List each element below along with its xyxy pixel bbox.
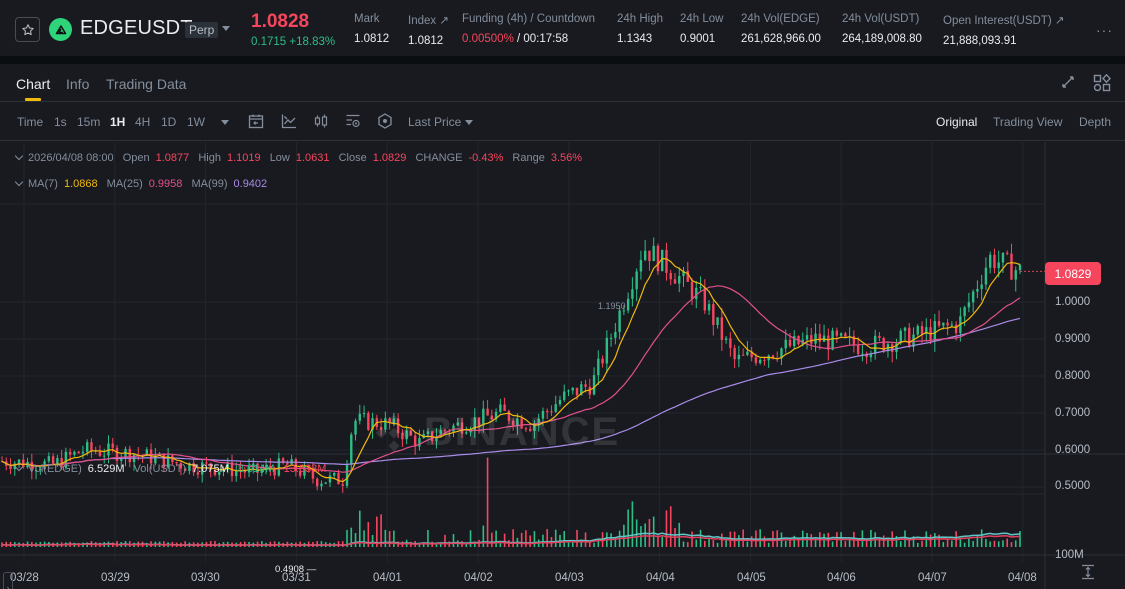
volume-axis-label: 100M [1055,549,1084,561]
chart-canvas[interactable] [0,142,1125,589]
tab-trading-data[interactable]: Trading Data [106,76,187,92]
collapse-chevron-icon[interactable] [14,177,24,187]
funding-rate: 0.00500% [462,33,514,45]
stat-label: Mark [354,13,380,25]
stat-label: 24h High [617,13,664,25]
settings-list-icon[interactable] [345,113,363,131]
stat-index[interactable]: Index ↗ 1.0812 [408,13,449,47]
active-tab-indicator [25,98,41,101]
stat-value: 0.9001 [680,33,716,45]
y-axis-label: 1.0000 [1055,296,1091,308]
stat-label: 24h Low [680,13,724,25]
ma-legend: MA(7) 1.0868 MA(25) 0.9958 MA(99) 0.9402 [14,177,273,190]
stat-value: 1.0812 [408,35,444,47]
stat-label: Index ↗ [408,15,449,27]
star-icon [21,23,34,35]
tab-info[interactable]: Info [66,76,90,92]
stat-value: 261,628,966.00 [741,33,821,45]
binance-logo-icon [375,414,413,451]
chart-panel: Chart Info Trading Data Time 1s 15m 1H 4… [0,64,1125,589]
y-axis-label: 0.7000 [1055,407,1091,419]
stat-label: Open Interest(USDT) ↗ [943,15,1065,27]
x-axis-label: 04/03 [555,572,584,584]
y-axis-label: 0.9000 [1055,333,1091,345]
interval-15m[interactable]: 15m [77,115,101,129]
hexagon-settings-icon[interactable] [377,113,395,131]
view-depth[interactable]: Depth [1079,115,1112,129]
price-type-dropdown-icon[interactable] [465,120,473,125]
candle-type-icon[interactable] [313,113,331,131]
stat-value: 0.00500% / 00:17:58 [462,33,595,45]
symbol-dropdown-caret-icon[interactable] [222,26,230,31]
x-axis-label: 04/04 [646,572,675,584]
autoscale-icon[interactable] [1080,564,1096,585]
x-axis-label: 04/08 [1008,572,1037,584]
layout-widgets-icon[interactable] [1093,73,1111,97]
binance-watermark: BINANCE [372,410,620,455]
stat-mark: Mark 1.0812 [354,13,389,45]
interval-1s[interactable]: 1s [54,115,67,129]
ticker-header: EDGEUSDT Perp 1.0828 0.1715 +18.83% Mark… [0,0,1125,60]
tab-chart[interactable]: Chart [16,76,51,92]
x-axis-label: 04/01 [373,572,402,584]
x-axis-label: 04/02 [464,572,493,584]
volume-legend: Vol(EDGE) 6.529M Vol(USDT) 7.075M 8.014M 1… [14,462,332,475]
x-axis-label: 04/06 [827,572,856,584]
expand-sidebar-handle[interactable]: › [3,572,13,589]
collapse-chevron-icon[interactable] [14,462,24,472]
interval-4h[interactable]: 4H [135,115,151,129]
stat-24h-low: 24h Low 0.9001 [680,13,723,45]
view-trading-view[interactable]: Trading View [993,115,1063,129]
interval-1w[interactable]: 1W [187,115,205,129]
stat-value: 264,189,008.80 [842,33,922,45]
high-price-marker: 1.1950 [598,301,626,311]
interval-time[interactable]: Time [17,115,44,129]
x-axis-label: 03/30 [191,572,220,584]
stat-24h-high: 24h High 1.1343 [617,13,663,45]
interval-1h[interactable]: 1H [110,115,126,129]
chart-toolbar: Time 1s 15m 1H 4H 1D 1W Last Price Origi… [0,103,1125,141]
stat-label: Funding (4h) / Countdown [462,13,595,25]
edge-coin-logo-icon [49,18,72,41]
x-axis-label: 04/05 [737,572,766,584]
stat-label: 24h Vol(USDT) [842,13,920,25]
x-axis-label: 03/31 [282,572,311,584]
symbol-name[interactable]: EDGEUSDT [80,17,193,39]
y-axis-label: 0.8000 [1055,370,1091,382]
x-axis-label: 03/28 [10,572,39,584]
stat-value: 1.0812 [354,33,390,45]
ohlc-legend: 2026/04/08 08:00 Open 1.0877 High 1.1019 L… [14,151,588,164]
stat-funding: Funding (4h) / Countdown 0.00500% / 00:1… [462,13,595,45]
last-price: 1.0828 [251,11,310,32]
y-axis-label: 0.5000 [1055,480,1091,492]
candlestick-chart[interactable]: BINANCE 2026/04/08 08:00 Open 1.0877 High… [0,142,1125,589]
chart-tabs: Chart Info Trading Data [0,64,1125,102]
indicator-icon[interactable] [281,113,299,131]
favorite-button[interactable] [15,17,40,42]
contract-type-badge: Perp [185,22,219,38]
funding-countdown: / 00:17:58 [513,33,569,45]
price-type-select[interactable]: Last Price [408,115,462,129]
collapse-chevron-icon[interactable] [14,151,24,161]
interval-1d[interactable]: 1D [161,115,177,129]
y-axis-label: 0.6000 [1055,444,1091,456]
x-axis-label: 04/07 [918,572,947,584]
price-change: 0.1715 +18.83% [251,36,336,48]
stat-open-interest[interactable]: Open Interest(USDT) ↗ 21,888,093.91 [943,13,1064,47]
stat-value: 21,888,093.91 [943,35,1017,47]
calendar-icon[interactable] [248,113,266,131]
more-options-button[interactable]: ··· [1096,22,1113,38]
current-price-tag: 1.0829 [1045,262,1101,285]
fullscreen-icon[interactable] [1060,74,1076,95]
interval-dropdown-icon[interactable] [221,120,229,125]
stat-label: 24h Vol(EDGE) [741,13,820,25]
x-axis-label: 03/29 [101,572,130,584]
stat-24h-vol-edge: 24h Vol(EDGE) 261,628,966.00 [741,13,821,45]
stat-value: 1.1343 [617,33,653,45]
stat-24h-vol-usdt: 24h Vol(USDT) 264,189,008.80 [842,13,922,45]
low-price-marker: 0.4908 — [275,564,317,575]
view-original[interactable]: Original [936,115,978,129]
